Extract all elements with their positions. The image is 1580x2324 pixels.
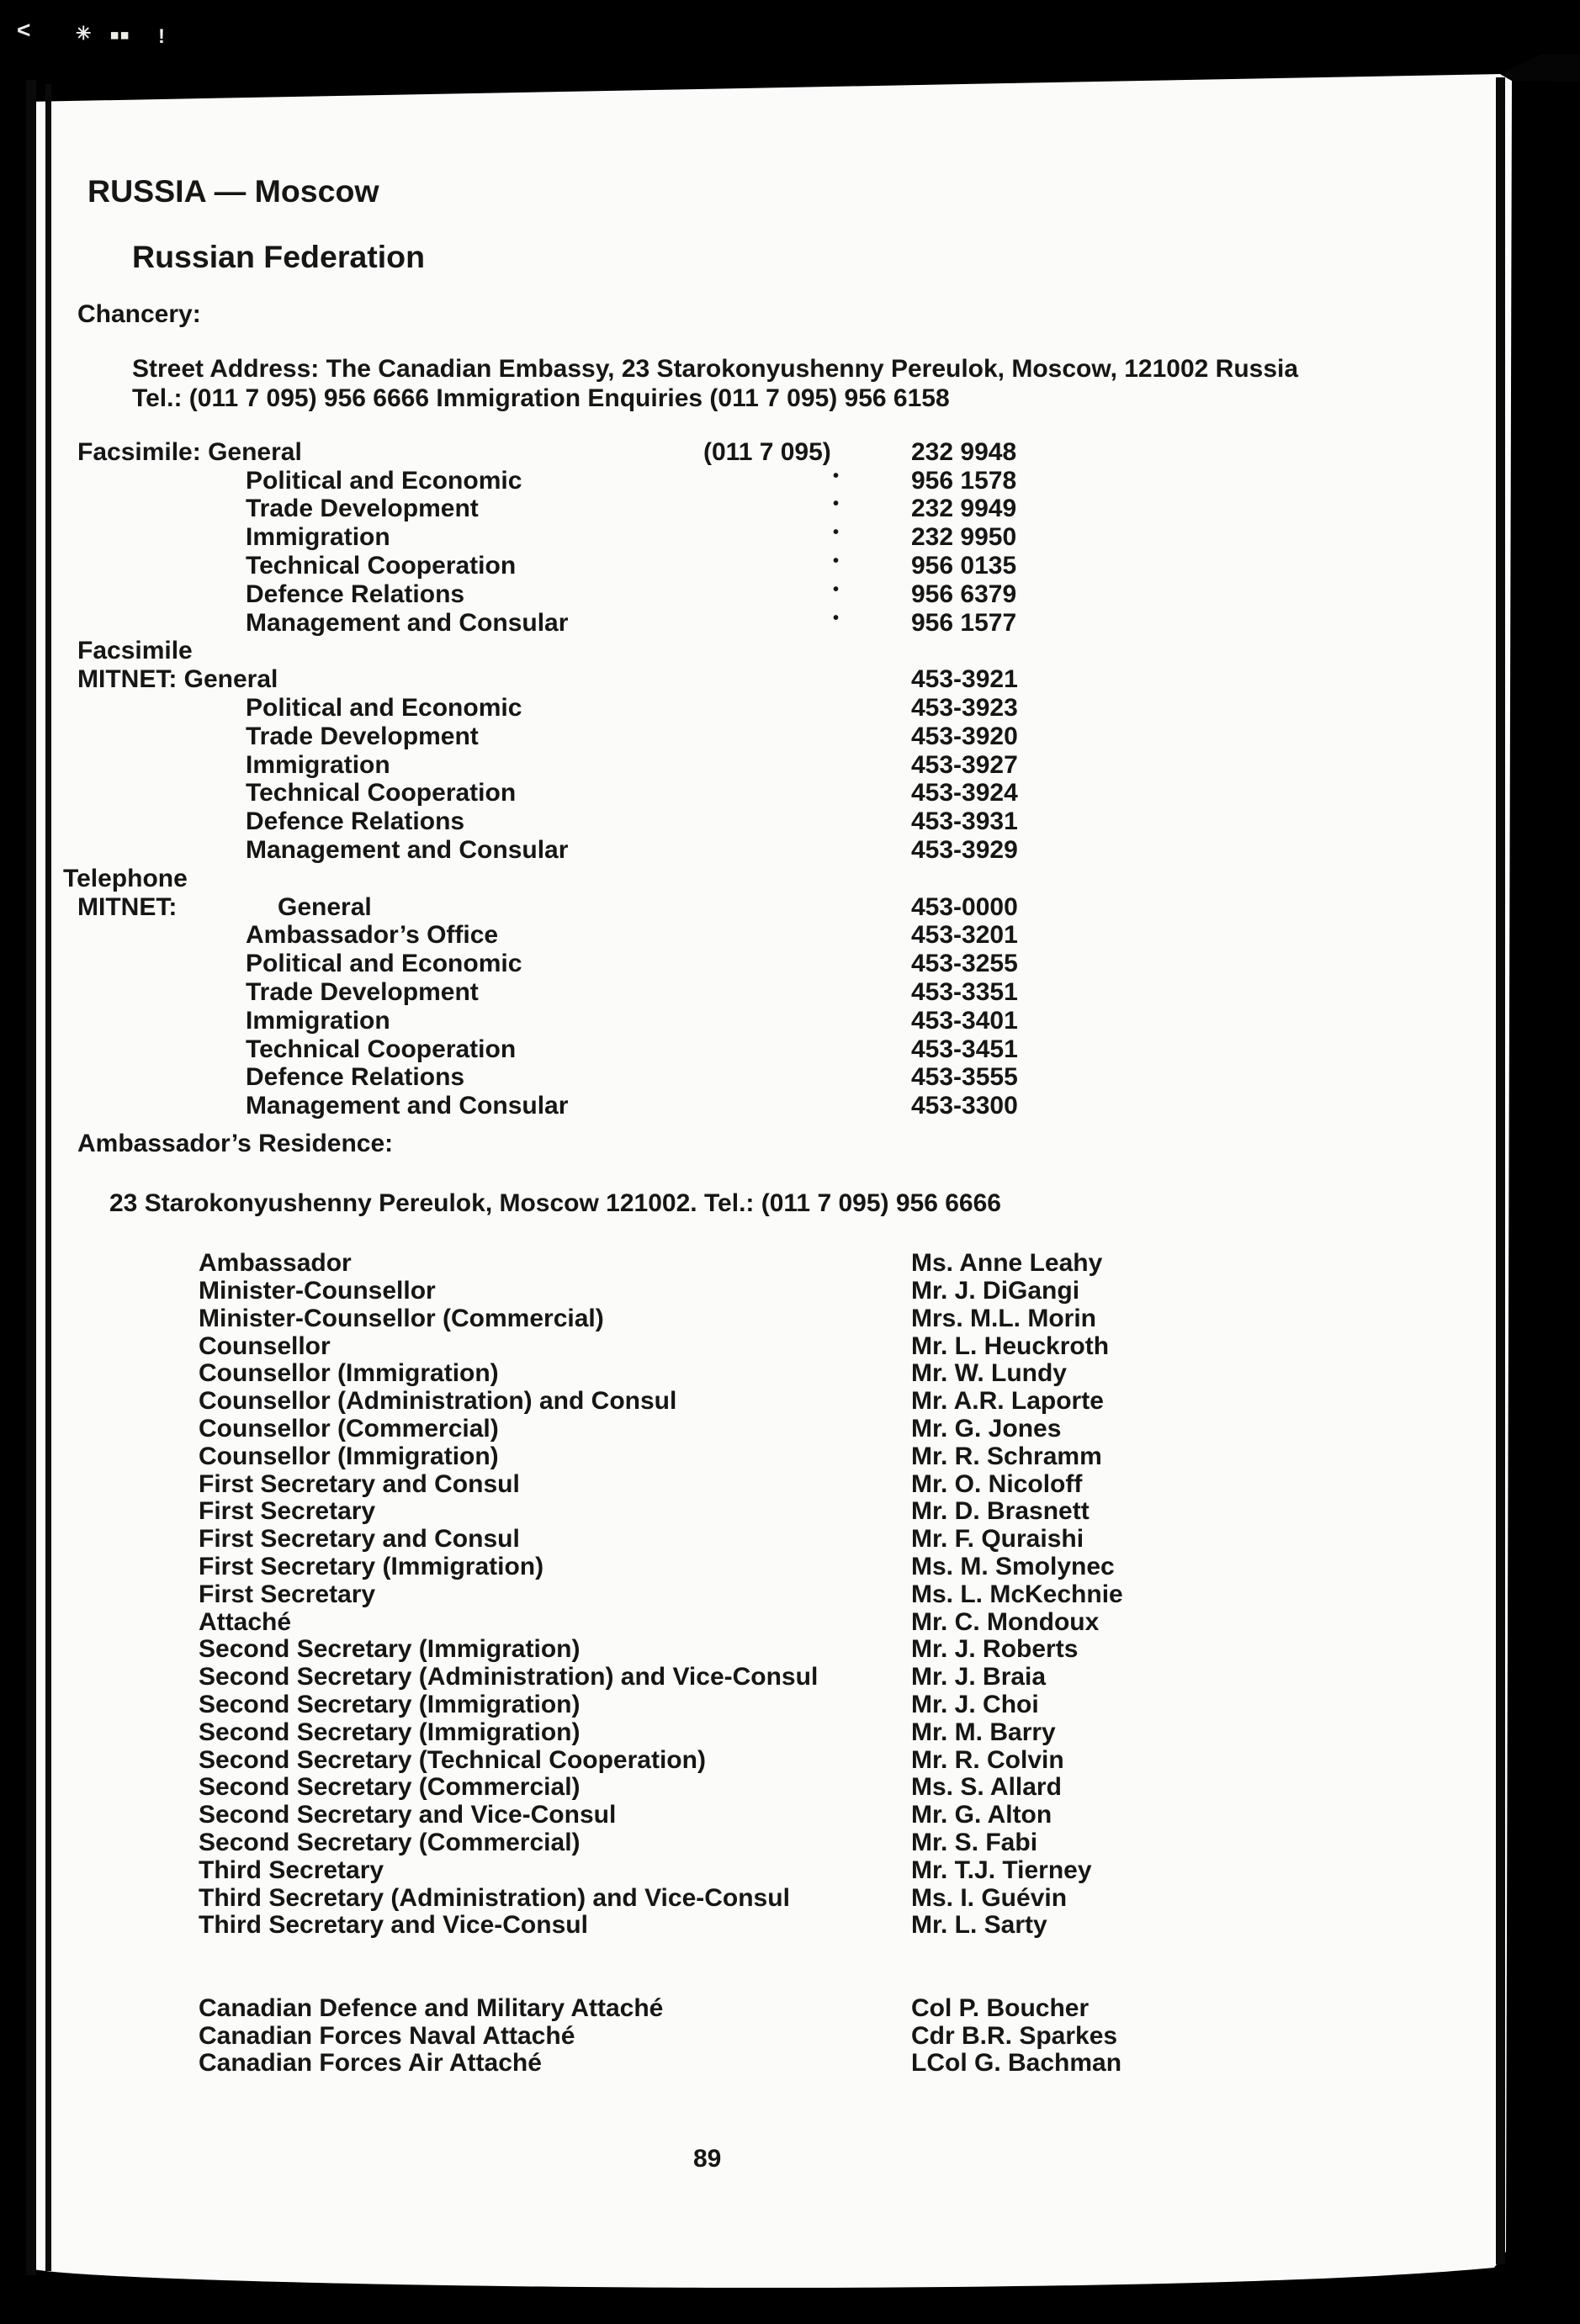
svg-text:▪▪: ▪▪ [109,19,130,51]
svg-text:<: < [17,17,30,43]
svg-text:!: ! [158,25,165,48]
svg-text:✳: ✳ [76,23,91,44]
